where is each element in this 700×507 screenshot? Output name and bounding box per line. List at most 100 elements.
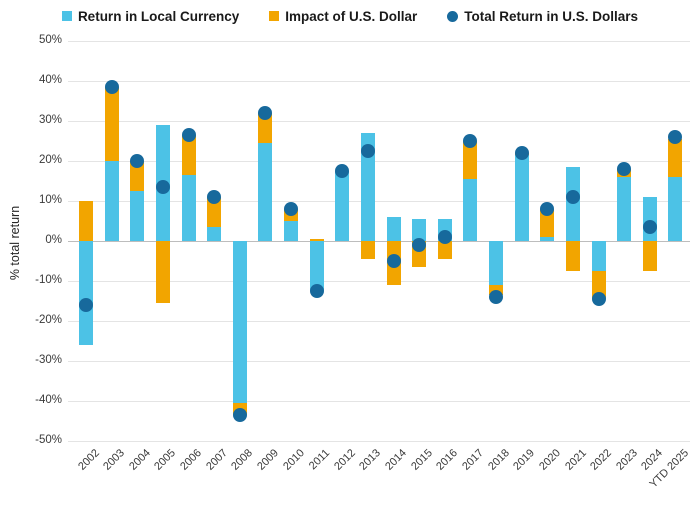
x-tick-label: 2010	[280, 447, 307, 473]
gridline	[68, 361, 690, 362]
bar-dollar-impact	[130, 161, 145, 191]
bar-local-currency	[335, 171, 350, 241]
bar-dollar-impact	[258, 113, 273, 143]
y-tick-label: -30%	[35, 354, 62, 366]
total-return-dot	[617, 162, 632, 176]
legend-label-dollar-impact: Impact of U.S. Dollar	[285, 8, 418, 24]
gridline	[68, 321, 690, 322]
x-tick-label: 2006	[178, 447, 205, 473]
legend-item-dollar-impact: Impact of U.S. Dollar	[269, 9, 417, 24]
gridline	[68, 41, 690, 42]
bar-local-currency	[565, 167, 580, 241]
legend: Return in Local Currency Impact of U.S. …	[0, 5, 700, 27]
y-tick-label: -20%	[35, 314, 62, 326]
bar-dollar-impact	[565, 241, 580, 271]
total-return-dot	[284, 202, 299, 216]
total-return-dot	[386, 254, 401, 268]
y-tick-label: 20%	[38, 154, 62, 166]
bar-local-currency	[360, 133, 375, 241]
bar-local-currency	[232, 241, 247, 403]
local-currency-swatch-icon	[61, 11, 72, 21]
x-tick-label: 2021	[562, 447, 589, 473]
x-tick-label: 2012	[331, 447, 358, 473]
total-return-dot	[463, 134, 478, 148]
bar-local-currency	[642, 197, 657, 241]
x-tick-label: 2020	[537, 447, 563, 473]
bar-dollar-impact	[463, 141, 478, 179]
total-return-dot-icon	[447, 10, 459, 22]
bar-local-currency	[79, 241, 93, 345]
x-tick-label: 2008	[229, 447, 256, 473]
bar-dollar-impact	[437, 241, 452, 259]
bar-local-currency	[207, 227, 222, 241]
total-return-dot	[104, 80, 119, 94]
total-return-dot	[540, 202, 555, 216]
bar-local-currency	[386, 217, 401, 241]
x-tick-label: 2014	[383, 447, 410, 473]
gridline	[68, 121, 690, 122]
bar-dollar-impact	[360, 241, 375, 259]
total-return-dot	[565, 190, 580, 204]
gridline	[68, 81, 690, 82]
y-tick-label: -50%	[35, 434, 62, 446]
legend-label-total-return: Total Return in U.S. Dollars	[464, 8, 639, 24]
x-tick-label: 2004	[126, 447, 153, 473]
total-return-dot	[79, 298, 93, 312]
gridline	[68, 161, 690, 162]
x-tick-label: 2017	[460, 447, 486, 473]
bar-dollar-impact	[540, 209, 555, 237]
x-tick-label: 2009	[255, 447, 281, 473]
legend-item-total-return: Total Return in U.S. Dollars	[447, 9, 638, 24]
total-return-dot	[155, 180, 170, 194]
bar-local-currency	[284, 221, 299, 241]
bar-local-currency	[181, 175, 196, 241]
bar-local-currency	[130, 191, 145, 241]
x-tick-label: 2018	[485, 447, 512, 473]
y-tick-label: 40%	[38, 74, 62, 86]
bar-local-currency	[617, 177, 632, 241]
legend-label-local-currency: Return in Local Currency	[77, 8, 240, 24]
y-tick-label: 50%	[38, 34, 62, 46]
y-tick-label: -40%	[35, 394, 62, 406]
bar-dollar-impact	[309, 239, 324, 241]
x-tick-label: 2019	[511, 447, 538, 473]
y-tick-label: -10%	[35, 274, 62, 286]
bar-dollar-impact	[668, 139, 683, 177]
gridline	[68, 401, 690, 402]
total-return-dot	[181, 128, 196, 142]
x-tick-label: 2002	[75, 447, 102, 473]
bar-local-currency	[258, 143, 273, 241]
y-tick-label: 30%	[38, 114, 62, 126]
bar-local-currency	[514, 155, 529, 241]
x-tick-label: 2011	[306, 447, 333, 473]
dollar-impact-swatch-icon	[269, 11, 280, 21]
total-return-dot	[335, 164, 350, 178]
legend-item-local-currency: Return in Local Currency	[61, 8, 240, 24]
bar-local-currency	[591, 241, 606, 271]
gridline	[68, 241, 690, 242]
total-return-dot	[642, 220, 657, 234]
bar-dollar-impact	[155, 241, 170, 303]
x-tick-label: 2007	[203, 447, 230, 473]
gridline	[68, 281, 690, 282]
total-return-dot	[360, 144, 375, 158]
bar-local-currency	[463, 179, 478, 241]
total-return-dot	[591, 292, 606, 306]
total-return-dot	[437, 230, 452, 244]
bar-local-currency	[489, 241, 504, 285]
x-tick-label: 2003	[101, 447, 128, 473]
bar-local-currency	[668, 177, 683, 241]
bar-local-currency	[104, 161, 119, 241]
x-tick-label: 2013	[357, 447, 384, 473]
total-return-dot	[130, 154, 145, 168]
bar-dollar-impact	[207, 197, 222, 227]
total-return-dot	[309, 284, 324, 298]
bar-local-currency	[412, 219, 427, 241]
y-tick-label: 10%	[38, 194, 62, 206]
y-tick-label: 0%	[45, 234, 62, 246]
total-return-dot	[668, 130, 683, 144]
x-tick-label: 2005	[152, 447, 179, 473]
total-return-dot	[232, 408, 247, 422]
x-tick-label: 2022	[588, 447, 615, 473]
